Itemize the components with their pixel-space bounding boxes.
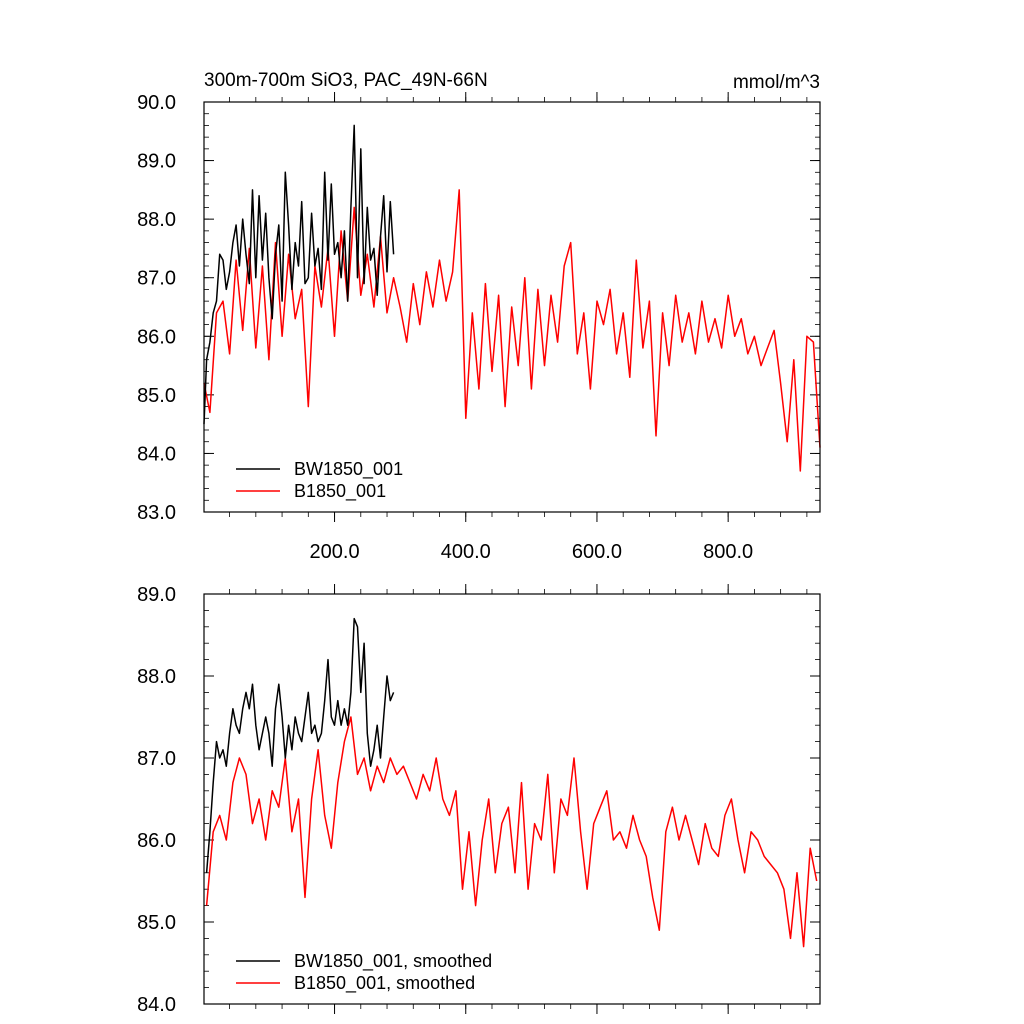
top-panel: 300m-700m SiO3, PAC_49N-66N mmol/m^3 83.…	[137, 70, 821, 563]
top-panel-series	[203, 124, 821, 472]
y-tick-label: 88.0	[137, 209, 176, 231]
y-tick-label: 84.0	[137, 443, 176, 465]
series-line-bw1850-001	[203, 124, 395, 425]
legend-label-bw1850: BW1850_001	[294, 459, 403, 480]
x-tick-label: 600.0	[572, 541, 622, 563]
bottom-plot-frame	[203, 593, 821, 1005]
y-tick-label: 83.0	[137, 502, 176, 524]
x-tick-label: 400.0	[441, 541, 491, 563]
y-tick-label: 87.0	[137, 268, 176, 290]
y-tick-label: 85.0	[137, 385, 176, 407]
units-label: mmol/m^3	[733, 72, 820, 93]
series-line-bw1850-001-smoothed	[205, 617, 395, 873]
x-tick-label: 800.0	[703, 541, 753, 563]
legend-label-bw1850-smoothed: BW1850_001, smoothed	[294, 951, 492, 972]
y-tick-label: 85.0	[137, 912, 176, 934]
y-tick-label: 88.0	[137, 666, 176, 688]
y-tick-label: 84.0	[137, 994, 176, 1016]
y-tick-label: 86.0	[137, 326, 176, 348]
bottom-legend: BW1850_001, smoothed B1850_001, smoothed	[236, 951, 492, 994]
y-tick-label: 89.0	[137, 151, 176, 173]
series-line-b1850-001-smoothed	[205, 716, 818, 948]
y-tick-label: 86.0	[137, 830, 176, 852]
chart-title: 300m-700m SiO3, PAC_49N-66N	[204, 70, 488, 91]
x-tick-label: 200.0	[310, 541, 360, 563]
bottom-panel-ticks: 84.0 85.0 86.0 87.0 88.0 89.0	[137, 584, 820, 1016]
y-tick-label: 90.0	[137, 92, 176, 114]
bottom-panel-series	[205, 617, 818, 948]
top-panel-ticks: 83.0 84.0 85.0 86.0 87.0 88.0 89.0 90.0 200.0 400…	[137, 92, 820, 563]
y-tick-label: 89.0	[137, 584, 176, 606]
bottom-panel: 84.0 85.0 86.0 87.0 88.0 89.0 BW1850_001, smo…	[137, 584, 821, 1016]
top-plot-frame	[203, 101, 821, 513]
top-legend: BW1850_001 B1850_001	[236, 459, 403, 502]
y-tick-label: 87.0	[137, 748, 176, 770]
series-line-b1850-001	[203, 189, 821, 472]
legend-label-b1850-smoothed: B1850_001, smoothed	[294, 973, 475, 994]
legend-label-b1850: B1850_001	[294, 481, 386, 502]
